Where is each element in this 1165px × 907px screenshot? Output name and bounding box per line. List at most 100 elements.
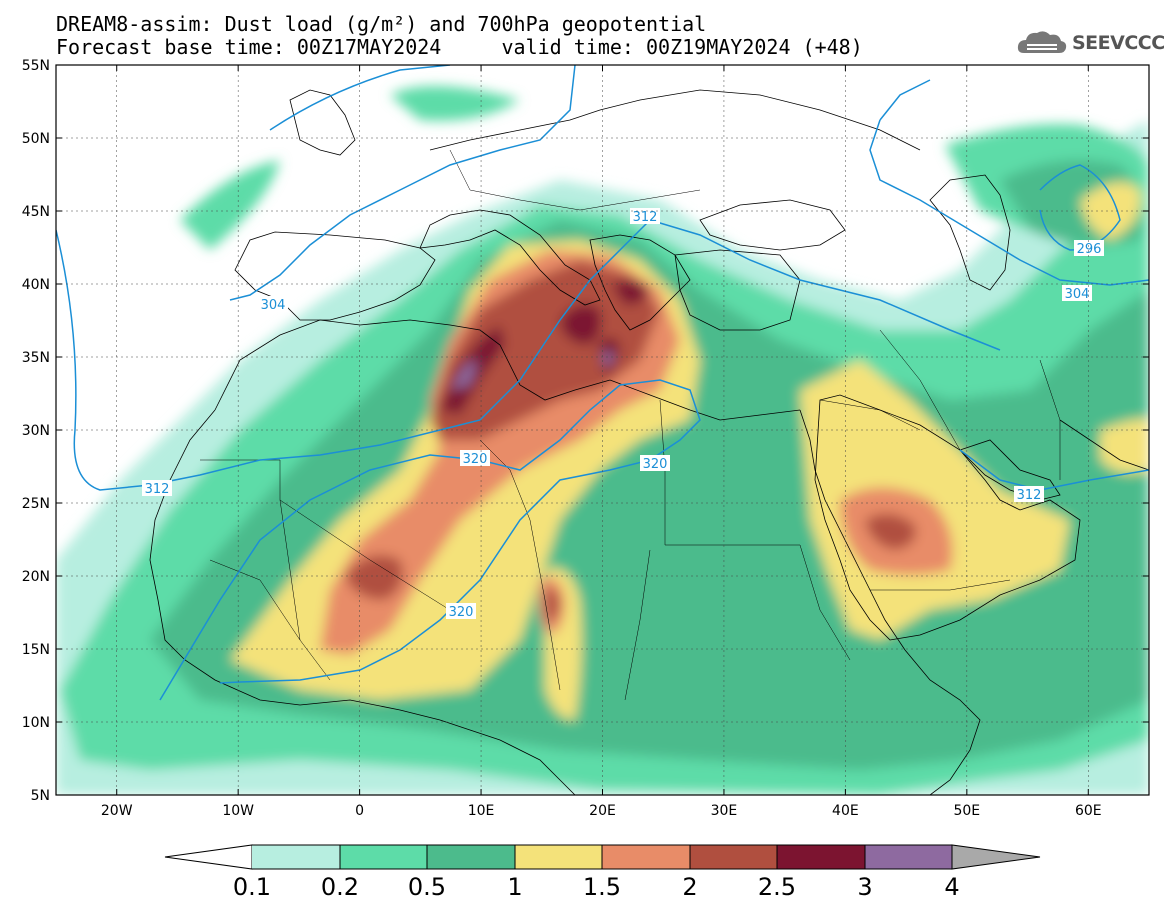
contour-304-east-top (879, 79, 931, 121)
geopotential-contours (56, 65, 1149, 701)
contour-label-320-east: 320 (643, 457, 668, 472)
contour-304-far-west (56, 229, 151, 491)
lon-label-10W: 10W (222, 803, 254, 819)
dust-band-1-east (1080, 182, 1141, 240)
lat-label-25N: 25N (22, 496, 50, 512)
dust-band-2-arabia (865, 513, 916, 550)
seevccc-logo: SEEVCCC (1016, 28, 1165, 58)
dust-band-1-gulf (1100, 418, 1149, 474)
colorbar-label-0.2: 0.2 (321, 873, 359, 901)
border-saudi-yemen (870, 579, 1011, 591)
contour-label-312-west: 312 (145, 482, 170, 497)
contour-label-312-north: 312 (633, 210, 658, 225)
colorbar: 0.1 0.2 0.5 1 1.5 2 2.5 3 4 (164, 844, 1041, 901)
coastline-black-sea (699, 199, 846, 251)
colorbar-label-1: 1 (507, 873, 522, 901)
lon-label-30E: 30E (711, 803, 738, 819)
contour-label-320-south: 320 (449, 605, 474, 620)
colorbar-min-arrow (164, 844, 253, 870)
border-central-europe (449, 149, 701, 211)
lon-label-0: 0 (355, 803, 364, 819)
longitude-labels: 20W 10W 0 10E 20E 30E 40E 50E 60E (101, 803, 1102, 819)
coastline-west-africa (149, 409, 576, 795)
colorbar-swatch-2 (340, 845, 427, 869)
graticule (56, 65, 1149, 795)
border-iran-pakistan (1039, 359, 1061, 480)
colorbar-label-3: 3 (857, 873, 872, 901)
dust-fields (56, 86, 1149, 795)
contour-label-304-west: 304 (261, 298, 286, 313)
dust-band-3-east (602, 350, 614, 366)
border-algeria-mali (279, 499, 451, 611)
coastline-france-italy (419, 209, 601, 306)
lat-label-20N: 20N (22, 569, 50, 585)
dust-band-3 (450, 360, 478, 390)
cloud-logo-icon (1017, 31, 1067, 53)
contour-label-320-mid: 320 (463, 452, 488, 467)
contour-304-west (229, 65, 576, 301)
colorbar-swatch-8 (865, 845, 952, 869)
border-west-africa (209, 559, 331, 681)
dust-band-2.5-aegean (612, 279, 650, 305)
map-title-line2: Forecast base time: 00Z17MAY2024 valid t… (56, 35, 863, 59)
colorbar-label-2: 2 (682, 873, 697, 901)
lat-label-50N: 50N (22, 131, 50, 147)
colorbar-label-2.5: 2.5 (758, 873, 796, 901)
coastline-caspian (929, 174, 1011, 291)
map-title-line1: DREAM8-assim: Dust load (g/m²) and 700hP… (56, 12, 707, 36)
colorbar-swatch-1 (252, 845, 340, 869)
colorbar-max-arrow (952, 845, 1040, 869)
latitude-labels: 5N 10N 15N 20N 25N 30N 35N 40N 45N 50N 5… (22, 58, 50, 804)
dust-band-2.5-central (560, 304, 601, 345)
contour-304-east (869, 119, 1149, 286)
contour-label-296-east: 296 (1077, 242, 1102, 257)
lat-label-10N: 10N (22, 715, 50, 731)
coastline-persian-gulf (959, 439, 1061, 501)
coastline-arabia (814, 394, 1081, 641)
colorbar-swatch-7 (777, 845, 865, 869)
lat-label-45N: 45N (22, 204, 50, 220)
dust-band-2-sahel (545, 589, 560, 621)
lon-label-60E: 60E (1075, 803, 1102, 819)
axis-ticks (56, 64, 1149, 796)
lon-label-40E: 40E (832, 803, 859, 819)
coastline-northern-europe (429, 89, 921, 151)
border-niger-chad (529, 519, 561, 691)
colorbar-label-0.1: 0.1 (233, 873, 271, 901)
lon-label-10E: 10E (468, 803, 495, 819)
coastline-north-africa (214, 319, 801, 421)
coastline-turkey (674, 249, 801, 331)
lon-label-20W: 20W (101, 803, 133, 819)
coastline-horn-africa (904, 649, 981, 795)
colorbar-swatch-4 (515, 845, 602, 869)
lat-label-40N: 40N (22, 277, 50, 293)
dust-band-0.2-west (180, 160, 280, 250)
contour-label-304-east: 304 (1065, 287, 1090, 302)
coastline-red-sea-west (799, 409, 906, 651)
colorbar-label-1.5: 1.5 (583, 873, 621, 901)
colorbar-label-0.5: 0.5 (408, 873, 446, 901)
contour-304-north (269, 65, 451, 131)
colorbar-swatch-6 (690, 845, 777, 869)
coastlines (149, 89, 1149, 795)
border-ethiopia-sudan (799, 544, 851, 661)
colorbar-swatch-3 (427, 845, 515, 869)
lon-label-50E: 50E (953, 803, 980, 819)
contour-312-west (149, 219, 1001, 486)
colorbar-swatch-5 (602, 845, 690, 869)
lat-label-55N: 55N (22, 58, 50, 74)
colorbar-label-4: 4 (944, 873, 959, 901)
contour-labels: 304 312 320 320 320 312 304 296 312 (142, 208, 1104, 620)
lon-label-20E: 20E (589, 803, 616, 819)
lat-label-15N: 15N (22, 642, 50, 658)
country-borders (200, 149, 1061, 701)
coastline-india-pakistan (1059, 419, 1149, 471)
border-mauritania (200, 459, 301, 641)
lat-label-30N: 30N (22, 423, 50, 439)
lat-label-35N: 35N (22, 350, 50, 366)
contour-label-312-east: 312 (1017, 488, 1042, 503)
coastline-balkans-greece (589, 234, 691, 331)
border-saudi-iraq (819, 399, 921, 431)
dust-band-0.2-north (390, 86, 520, 121)
